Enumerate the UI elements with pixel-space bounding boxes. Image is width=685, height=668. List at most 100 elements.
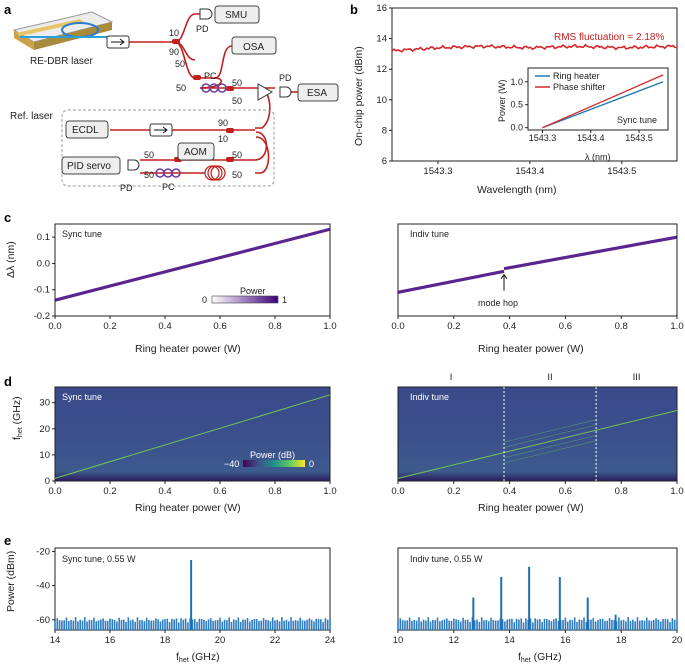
pc-middle-icon (201, 83, 227, 93)
esa-box (297, 83, 339, 102)
panel-c-right-title: Indiv tune (410, 229, 449, 239)
panel-b-xtick-label: 1543.3 (423, 166, 452, 177)
osa-box (231, 36, 277, 55)
panel-d-right-side-trace (503, 424, 597, 448)
panel-d-ytick-label: 20 (39, 424, 50, 435)
panel-b-ylabel: On-chip power (dBm) (353, 46, 365, 146)
panel-d-colorbar-min: −40 (224, 459, 239, 469)
panel-b-xtick-label: 1543.5 (607, 166, 636, 177)
panel-d-right-xtick-label: 1.0 (670, 486, 683, 497)
ecdl-box (65, 120, 109, 139)
panel-e-ytick-label: -60 (36, 615, 50, 626)
panel-b-ytick-label: 6 (382, 156, 387, 167)
ref-laser-label: Ref. laser (10, 111, 53, 122)
panel-b-inset-ylabel: Power (W) (497, 79, 507, 122)
panel-e-right-xtick-label: 12 (449, 635, 460, 646)
isolator-bottom (149, 123, 173, 137)
panel-d-right-xtick-label: 0.0 (391, 486, 404, 497)
panel-c-right-xtick-label: 0.4 (503, 321, 516, 332)
panel-b-inset-frame (527, 67, 669, 131)
panel-d-colorbar-label: Power (dB) (250, 450, 295, 460)
panel-b-inset-series-ring-heater (542, 81, 664, 129)
panel-e-ytick-label: -20 (36, 546, 50, 557)
mode-hop-label: mode hop (478, 298, 518, 308)
panel-b-inset-ytick-label: 0.5 (510, 100, 523, 110)
panel-d-ytick-label: 10 (39, 450, 50, 461)
mode-hop-arrow (500, 273, 508, 291)
panel-b-inset-series-phase-shifter (542, 74, 664, 129)
panel-d-colorbar (243, 460, 305, 467)
panel-b-frame (391, 7, 678, 162)
panel-c-colorbar-min: 0 (202, 295, 207, 305)
coupler-50d: 50 (232, 96, 242, 106)
panel-d-left-trace (54, 394, 331, 479)
panel-c-left-xtick-label: 0.2 (103, 321, 116, 332)
panel-e-left-xtick-label: 14 (50, 635, 61, 646)
panel-b-ytick-label: 10 (376, 95, 387, 106)
region-label-2: II (547, 372, 552, 383)
coupler-50a: 50 (175, 59, 185, 69)
panel-b-inset-ytick-label: 0.0 (510, 123, 523, 133)
panel-b-annotation: RMS fluctuation = 2.18% (554, 32, 664, 43)
panel-d-right-side-trace (503, 440, 597, 464)
laser-label: RE-DBR laser (30, 56, 93, 67)
panel-d-right-side-trace (503, 435, 597, 459)
schematic: RE-DBR laser (10, 5, 339, 193)
panel-c-left-xtick-label: 0.0 (48, 321, 61, 332)
panel-c-right-xlabel: Ring heater power (W) (478, 343, 584, 355)
panel-e-right-xtick-label: 20 (672, 635, 683, 646)
panel-c-right-xtick-label: 0.0 (391, 321, 404, 332)
osa-label: OSA (243, 42, 264, 53)
panel-c-right-xtick-label: 0.6 (559, 321, 572, 332)
panel-b-inset-xtick-label: 1543.5 (625, 133, 653, 143)
couplers (172, 39, 234, 162)
panel-e-right-xtick-label: 10 (393, 635, 404, 646)
coupler-50h: 50 (232, 170, 242, 180)
panel-label-c: c (4, 210, 11, 225)
panel-c-colorbar-max: 1 (282, 295, 287, 305)
panel-d-colorbar-max: 0 (309, 459, 314, 469)
panel-e-left-xtick-label: 20 (215, 635, 226, 646)
panel-c-ytick-label: -0.2 (34, 311, 50, 322)
panel-c-left: Sync tune Δλ (nm) Ring heater power (W) … (5, 223, 337, 355)
panel-d-left-xtick-label: 0.2 (103, 486, 116, 497)
pd-bottom-icon (127, 159, 140, 171)
panel-e-left-xtick-label: 18 (160, 635, 171, 646)
pd-right-icon (279, 86, 292, 98)
panel-d-left-xtick-label: 0.8 (268, 486, 281, 497)
panel-d-right-xlabel: Ring heater power (W) (478, 502, 584, 514)
panel-e-left-xtick-label: 16 (105, 635, 116, 646)
amplifier-icon (257, 83, 274, 101)
panel-d-right-xtick-label: 0.2 (447, 486, 460, 497)
panel-label-d: d (4, 374, 12, 389)
panel-c-left-xtick-label: 1.0 (323, 321, 336, 332)
smu-label: SMU (225, 10, 247, 21)
pc-bottom-icon (155, 168, 181, 178)
pid-label: PID servo (67, 161, 111, 172)
panel-e-left-xtick-label: 24 (325, 635, 336, 646)
panel-c-left-title: Sync tune (62, 229, 102, 239)
panel-label-e: e (4, 533, 11, 548)
panel-c-ytick-label: -0.1 (34, 285, 50, 296)
panel-e-left-xlabel: fhet (GHz) (176, 651, 220, 663)
panel-c-right-frame (397, 223, 678, 317)
region-label-1: I (450, 372, 453, 383)
panel-d-left-xtick-label: 0.0 (48, 486, 61, 497)
panel-d-left-xlabel: Ring heater power (W) (135, 502, 241, 514)
coupler-50e: 50 (144, 150, 154, 160)
panel-c-left-frame (54, 223, 331, 317)
panel-d-right-xtick-label: 0.6 (559, 486, 572, 497)
panel-e-right: Indiv tune, 0.55 W fhet (GHz) 10 12 14 16 18… (393, 547, 683, 664)
panel-b-ytick-label: 14 (376, 34, 387, 45)
pd-top-icon (199, 8, 213, 20)
pd-right-label: PD (279, 73, 292, 83)
panel-d-ylabel: fhet (GHz) (11, 396, 24, 440)
panel-c-left-xtick-label: 0.4 (158, 321, 171, 332)
legend-ring-heater: Ring heater (553, 71, 600, 81)
pc-mid-label: PC (204, 71, 217, 81)
panel-c-right-trace-segment (503, 235, 678, 271)
coupler-90a: 90 (169, 47, 179, 57)
fiber-spool-icon (204, 165, 226, 181)
panel-e-left: Sync tune, 0.55 W Power (dBm) fhet (GHz)… (5, 546, 336, 664)
ref-laser-frame (61, 109, 275, 187)
